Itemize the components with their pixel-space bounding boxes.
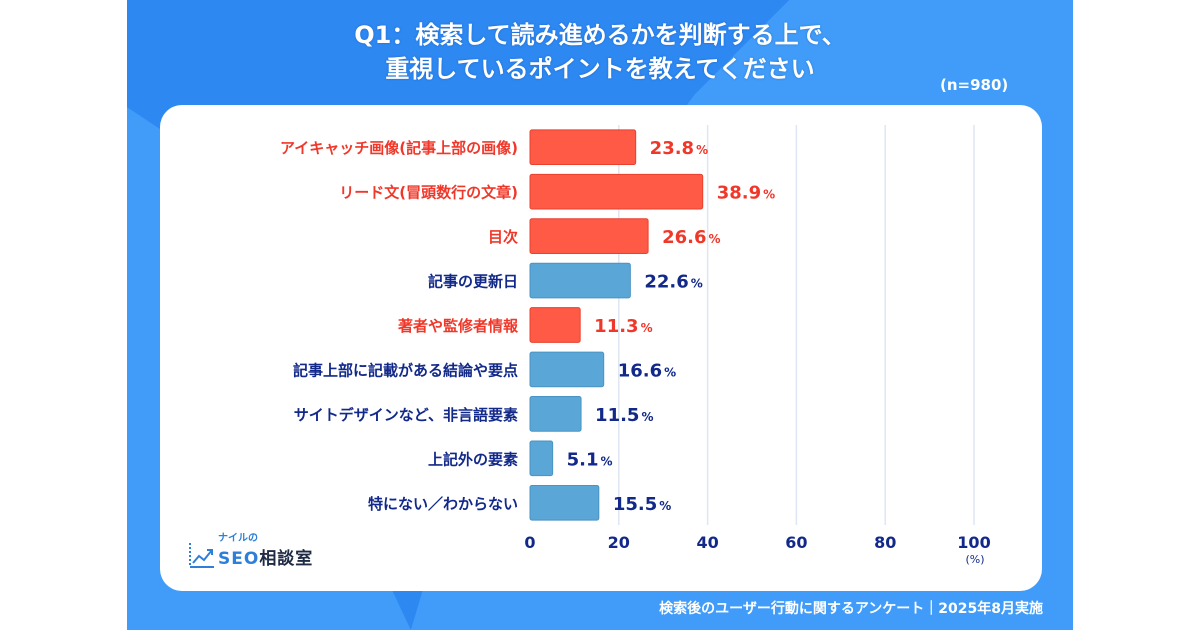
bars [529,129,704,521]
value-label: 26.6% [662,227,720,248]
x-axis-unit: (%) [965,553,984,566]
title-line-1: Q1：検索して読み進めるかを判断する上で、 [354,21,846,49]
title-line-2: 重視しているポイントを教えてください [385,55,815,83]
value-label: 38.9% [717,183,775,204]
logo-main-text: 相談室 [259,549,314,569]
x-tick-label: 0 [524,533,535,552]
category-label: 上記外の要素 [428,450,518,468]
x-tick-label: 60 [785,533,807,552]
sample-size: (n=980) [940,76,1009,94]
chart-title: Q1：検索して読み進めるかを判断する上で、 重視しているポイントを教えてください [127,18,1073,86]
logo-title: SEO相談室 [218,544,313,569]
category-label: リード文(冒頭数行の文章) [339,184,518,202]
category-label: アイキャッチ画像(記事上部の画像) [280,139,518,157]
category-label: 記事上部に記載がある結論や要点 [293,361,518,379]
category-label: サイトデザインなど、非言語要素 [294,406,518,424]
category-labels: アイキャッチ画像(記事上部の画像) リード文(冒頭数行の文章) 目次記事の更新日著者… [280,139,519,513]
x-tick-label: 20 [608,533,630,552]
x-tick-label: 40 [696,533,718,552]
value-label: 22.6% [644,272,702,293]
category-label: 目次 [488,228,518,246]
logo-seo: SEO [218,549,260,569]
chart-line-icon [189,543,214,568]
value-label: 23.8% [650,138,708,159]
value-label: 11.3% [594,316,652,337]
bar [529,440,554,477]
value-label: 5.1% [567,449,613,470]
category-label: 記事の更新日 [428,273,518,291]
value-labels: 23.8 % 38.9 % 26.6 % 22.6 % 11.3 % 16.6 % 11.5 % 5.1 % 1… [567,138,776,515]
x-tick-label: 100 [957,533,990,552]
bar [529,262,631,299]
x-tick-label: 80 [874,533,896,552]
value-label: 11.5% [595,405,653,426]
bar [529,173,704,210]
value-label: 15.5% [613,494,671,515]
bar [529,129,637,166]
x-tick-labels: 0 20 40 60 80 100 [524,533,990,552]
bar [529,484,600,521]
logo: ナイルの SEO相談室 [188,527,328,577]
bar [529,218,649,254]
category-label: 特にない／わからない [368,495,518,513]
survey-footer: 検索後のユーザー行動に関するアンケート｜2025年8月実施 [659,601,1043,617]
bar [529,396,582,432]
logo-subtitle: ナイルの [218,533,258,544]
category-label: 著者や監修者情報 [397,317,519,335]
value-label: 16.6% [618,360,676,381]
bar [529,351,605,388]
bar [529,307,581,343]
